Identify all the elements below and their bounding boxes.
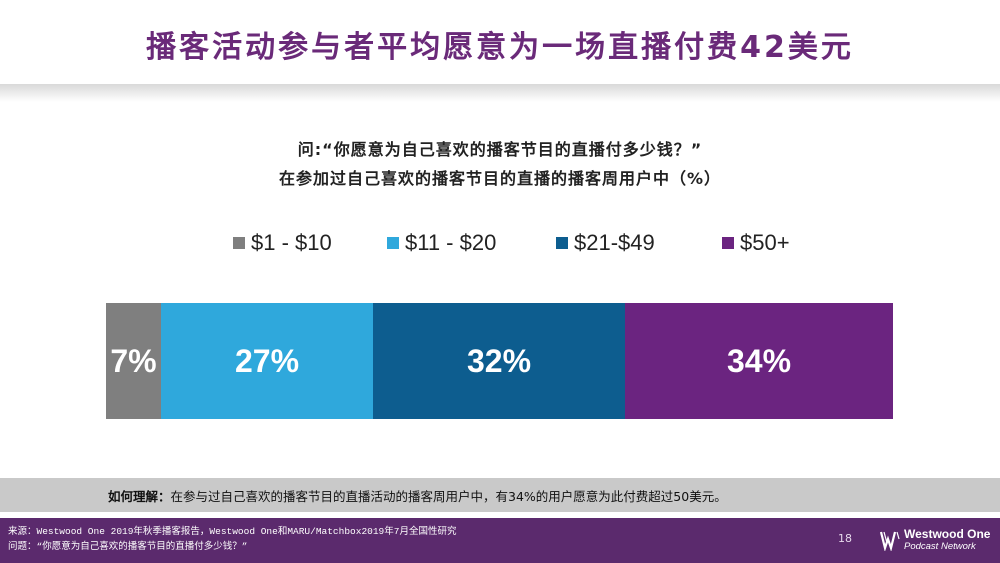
data-label: 34% xyxy=(726,342,792,379)
title-divider-shadow xyxy=(0,84,1000,102)
slide-title: 播客活动参与者平均愿意为一场直播付费42美元 xyxy=(146,30,854,65)
source-line-2: 问题：“你愿意为自己喜欢的播客节目的直播付多少钱？” xyxy=(8,541,248,552)
legend-item: $50+ xyxy=(722,230,790,256)
legend-item: $1 - $10 xyxy=(233,230,332,256)
bar-segment xyxy=(106,303,161,419)
data-label: 27% xyxy=(234,342,300,379)
stacked-bar-chart: 7% 27% 32% 34% xyxy=(106,303,893,419)
westwood-one-w-mark-icon xyxy=(880,531,900,551)
legend-label: $11 - $20 xyxy=(405,230,497,255)
question-block: 问:“你愿意为自己喜欢的播客节目的直播付多少钱？” 在参加过自己喜欢的播客节目的… xyxy=(0,135,1000,193)
source-text: 来源：Westwood One 2019年秋季播客报告，Westwood One… xyxy=(8,524,456,554)
legend-swatch xyxy=(556,237,568,249)
legend-swatch xyxy=(722,237,734,249)
logo-line-2: Podcast Network xyxy=(904,541,976,552)
legend-label: $21-$49 xyxy=(574,230,655,255)
question-line-1: 问:“你愿意为自己喜欢的播客节目的直播付多少钱？” xyxy=(297,140,703,159)
page-number: 18 xyxy=(838,532,852,545)
westwood-one-logo: Westwood One Podcast Network xyxy=(880,526,992,556)
legend-label: $1 - $10 xyxy=(251,230,332,255)
note-band: 如何理解： 在参与过自己喜欢的播客节目的直播活动的播客周用户中，有34%的用户愿… xyxy=(0,478,1000,512)
note-prefix: 如何理解： xyxy=(108,488,171,504)
chart-legend: $1 - $10 $11 - $20 $21-$49 $50+ xyxy=(0,230,1000,260)
legend-item: $11 - $20 xyxy=(387,230,496,256)
bar-segment xyxy=(161,303,373,419)
legend-item: $21-$49 xyxy=(556,230,655,256)
bar-segment xyxy=(625,303,893,419)
source-line-1: 来源：Westwood One 2019年秋季播客报告，Westwood One… xyxy=(8,526,457,537)
data-label: 32% xyxy=(466,342,532,379)
data-label: 7% xyxy=(110,342,157,379)
legend-swatch xyxy=(387,237,399,249)
logo-line-1: Westwood One xyxy=(904,527,991,541)
question-line-2: 在参加过自己喜欢的播客节目的直播的播客周用户中（%） xyxy=(278,169,722,188)
bar-segment xyxy=(373,303,625,419)
note-text: 在参与过自己喜欢的播客节目的直播活动的播客周用户中，有34%的用户愿意为此付费超… xyxy=(170,488,727,504)
footer-bar: 来源：Westwood One 2019年秋季播客报告，Westwood One… xyxy=(0,518,1000,563)
legend-swatch xyxy=(233,237,245,249)
note: 如何理解： 在参与过自己喜欢的播客节目的直播活动的播客周用户中，有34%的用户愿… xyxy=(108,478,727,512)
legend-label: $50+ xyxy=(740,230,790,255)
